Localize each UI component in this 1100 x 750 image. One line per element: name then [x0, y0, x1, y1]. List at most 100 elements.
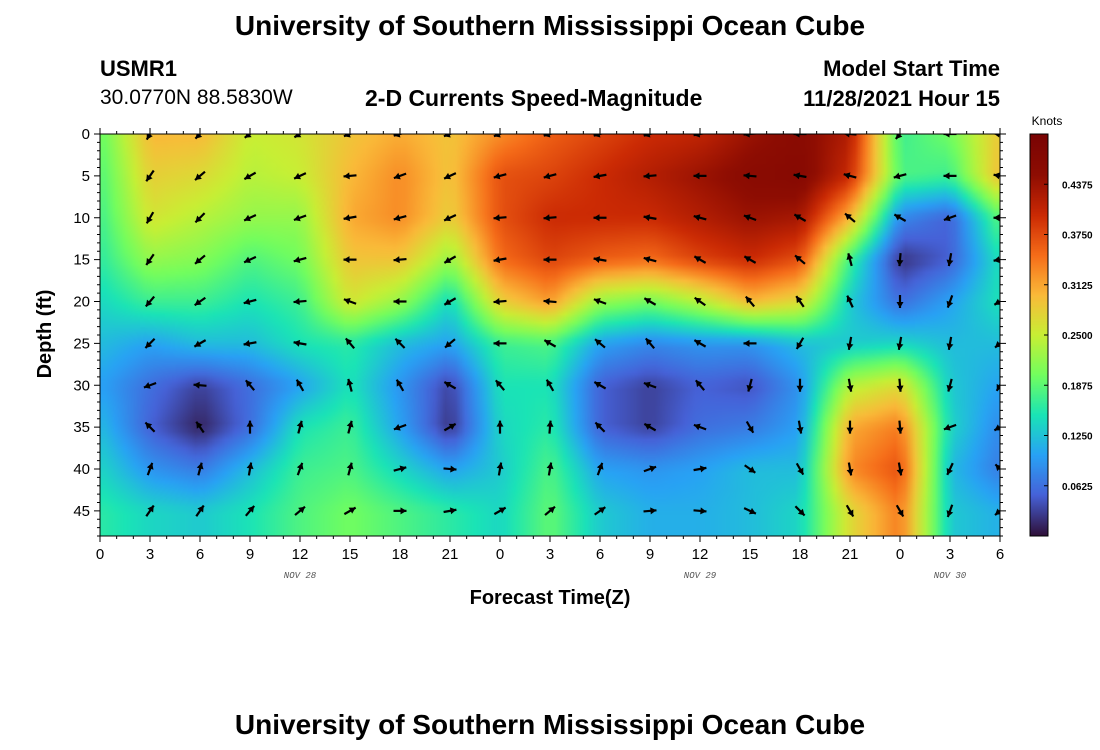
current-arrow — [993, 298, 1000, 306]
colorbar-gradient — [1030, 134, 1048, 536]
x-tick-label: 3 — [146, 546, 154, 563]
current-arrow — [743, 507, 757, 515]
y-tick-label: 0 — [82, 126, 90, 143]
current-arrow — [743, 339, 757, 347]
current-arrow — [896, 295, 904, 308]
y-tick-label: 20 — [73, 294, 90, 311]
current-arrow — [243, 298, 257, 306]
current-arrow — [793, 213, 807, 222]
current-arrow — [794, 254, 806, 265]
x-tick-label: 15 — [742, 546, 759, 563]
current-arrow — [744, 295, 756, 308]
current-arrow — [795, 295, 805, 308]
current-arrow — [643, 297, 657, 306]
current-arrow — [243, 340, 257, 347]
current-arrow — [194, 134, 203, 140]
current-arrow — [494, 379, 506, 391]
x-axis-label: Forecast Time(Z) — [470, 587, 631, 609]
current-arrow — [144, 295, 156, 308]
current-arrow — [894, 134, 903, 140]
y-tick-label: 45 — [73, 503, 90, 520]
current-arrow — [643, 256, 657, 263]
current-arrow — [693, 255, 707, 264]
current-arrow — [643, 381, 657, 389]
current-arrow — [546, 420, 554, 434]
current-arrow — [743, 172, 757, 180]
current-arrow — [643, 214, 657, 222]
current-arrow — [393, 298, 407, 305]
current-arrow — [243, 255, 257, 264]
current-arrow — [443, 465, 457, 473]
current-arrow — [994, 508, 1000, 516]
current-arrow — [846, 462, 854, 476]
current-arrow — [295, 379, 305, 392]
current-arrow — [194, 296, 206, 307]
current-arrow — [344, 337, 356, 350]
current-arrow — [843, 172, 857, 180]
x-tick-label: 9 — [246, 546, 254, 563]
current-arrow — [846, 336, 854, 350]
current-arrow — [896, 420, 904, 434]
current-arrow — [443, 172, 457, 180]
y-tick-label: 15 — [73, 252, 90, 269]
current-arrow — [693, 172, 707, 180]
x-date-label: NOV 29 — [684, 571, 717, 581]
current-arrow — [644, 337, 656, 350]
current-arrow — [493, 214, 507, 222]
x-tick-label: 6 — [596, 546, 604, 563]
current-arrow — [393, 214, 407, 222]
current-arrow — [544, 505, 556, 516]
current-arrow — [994, 463, 1000, 472]
current-arrow — [145, 211, 155, 224]
current-arrow — [146, 462, 154, 476]
y-tick-label: 35 — [73, 419, 90, 436]
current-arrow — [493, 298, 507, 306]
current-arrow — [994, 341, 1000, 349]
current-arrow — [946, 253, 954, 267]
current-arrow — [393, 465, 407, 473]
current-arrow — [846, 295, 854, 308]
current-arrow — [693, 134, 707, 138]
current-arrow — [393, 256, 407, 264]
current-arrow — [145, 134, 153, 141]
x-tick-label: 18 — [792, 546, 809, 563]
colorbar-unit: Knots — [1032, 114, 1063, 128]
y-axis-label: Depth (ft) — [34, 290, 56, 379]
y-tick-label: 40 — [73, 461, 90, 478]
x-tick-label: 18 — [392, 546, 409, 563]
current-arrow — [796, 420, 804, 434]
current-arrow — [546, 462, 554, 476]
current-arrow — [493, 339, 507, 347]
current-arrow — [893, 213, 907, 222]
current-arrow — [795, 337, 805, 350]
current-arrow — [993, 214, 1000, 222]
page-title: University of Southern Mississippi Ocean… — [234, 10, 866, 41]
current-arrow — [593, 214, 607, 222]
current-vectors — [143, 134, 1000, 518]
current-arrow — [543, 297, 557, 305]
current-arrow — [193, 381, 207, 389]
current-arrow — [343, 134, 354, 138]
current-arrow — [145, 253, 155, 266]
current-arrow — [296, 462, 304, 476]
current-arrow — [444, 338, 456, 349]
model-start-time: 11/28/2021 Hour 15 — [803, 86, 1000, 111]
current-arrow — [693, 507, 707, 515]
current-arrow — [346, 378, 354, 392]
current-arrow — [643, 134, 655, 138]
current-arrow — [693, 214, 707, 222]
current-arrow — [393, 423, 407, 431]
current-arrow — [543, 172, 557, 180]
current-arrow — [596, 462, 604, 476]
current-arrow — [896, 336, 904, 350]
y-tick-label: 5 — [82, 168, 90, 185]
current-arrow — [343, 298, 357, 305]
x-tick-label: 21 — [842, 546, 859, 563]
current-arrow — [244, 505, 256, 517]
x-axis: 0 3 6 9 12 15 18 21 0 3 6 9 12 15 18 21 0 3 6 NOV 28 NOV 29 N… — [96, 128, 1004, 581]
x-tick-label: 15 — [342, 546, 359, 563]
x-tick-label: 0 — [96, 546, 104, 563]
current-arrow — [195, 421, 205, 434]
current-arrow — [346, 462, 354, 476]
current-arrow — [493, 134, 504, 138]
